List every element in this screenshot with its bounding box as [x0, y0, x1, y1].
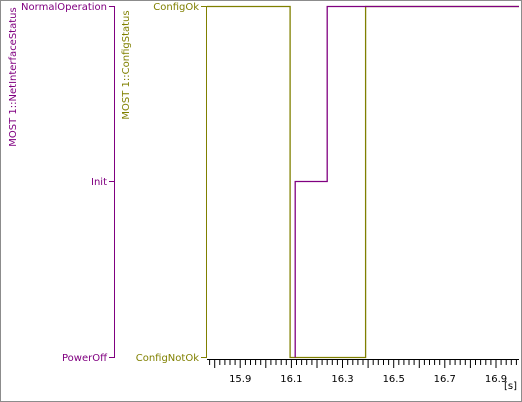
x-unit-label: [s]: [504, 381, 517, 392]
plot-layer: [207, 5, 519, 359]
x-tick-label: 16.5: [383, 374, 405, 385]
x-tick-label: 16.1: [280, 374, 302, 385]
x-tick-label: 15.9: [229, 374, 251, 385]
net-interface-axis-title: MOST 1::NetInterfaceStatus: [8, 7, 19, 146]
config-status-axis-title: MOST 1::ConfigStatus: [121, 10, 132, 119]
config-status-tick-label: ConfigNotOk: [136, 353, 199, 364]
config-status-series-line: [207, 5, 519, 359]
net-interface-tick-label: Init: [91, 177, 107, 188]
x-tick-label: 16.7: [434, 374, 456, 385]
config-status-tick-label: ConfigOk: [153, 2, 199, 13]
net-interface-tick-label: NormalOperation: [21, 2, 107, 13]
net-interface-tick-label: PowerOff: [62, 353, 108, 364]
x-tick-label: 16.3: [331, 374, 353, 385]
x-tick-label: 16.9: [485, 374, 507, 385]
net-interface-series-line: [294, 5, 519, 358]
x-axis: 15.9 16.1 16.3 16.5 16.7 16.9[s]: [207, 359, 519, 392]
